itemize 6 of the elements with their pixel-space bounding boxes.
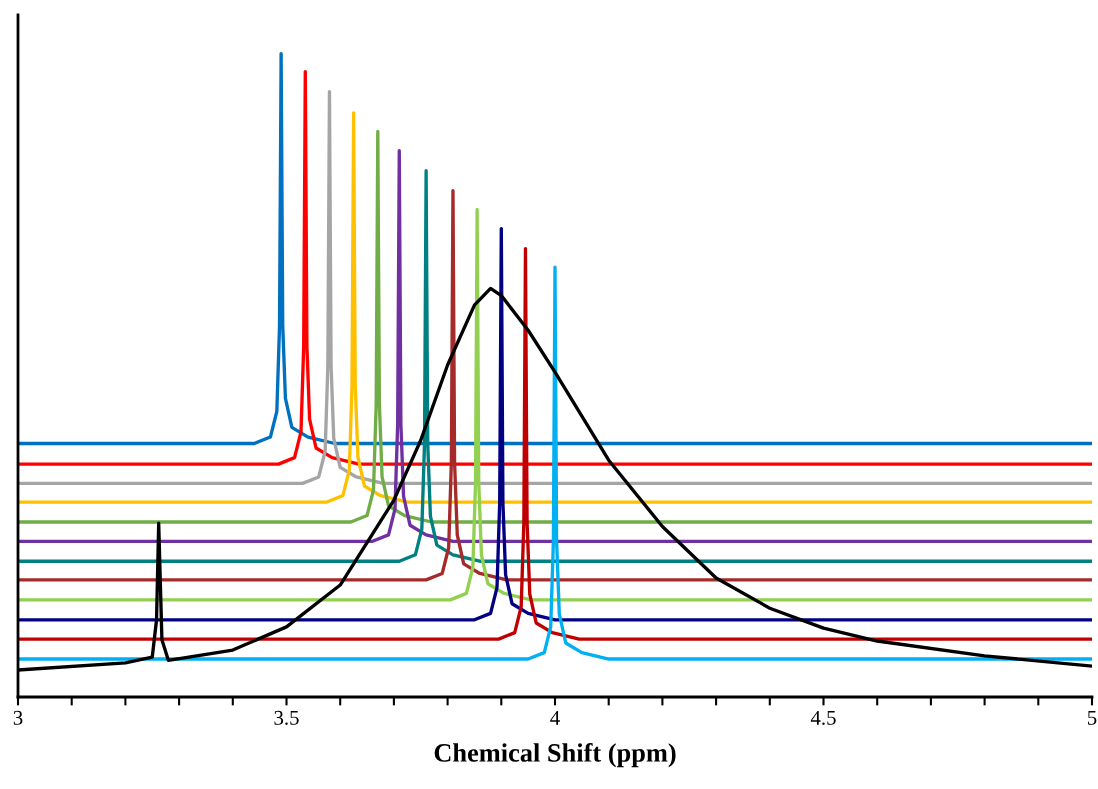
x-axis-title: Chemical Shift (ppm): [434, 742, 676, 768]
x-tick-label: 3: [13, 710, 23, 725]
x-tick-label: 5: [1088, 711, 1097, 725]
x-tick-label: 4.5: [810, 710, 836, 725]
x-tick-label: 3.5: [274, 710, 299, 725]
x-tick-label: 4: [550, 710, 560, 725]
